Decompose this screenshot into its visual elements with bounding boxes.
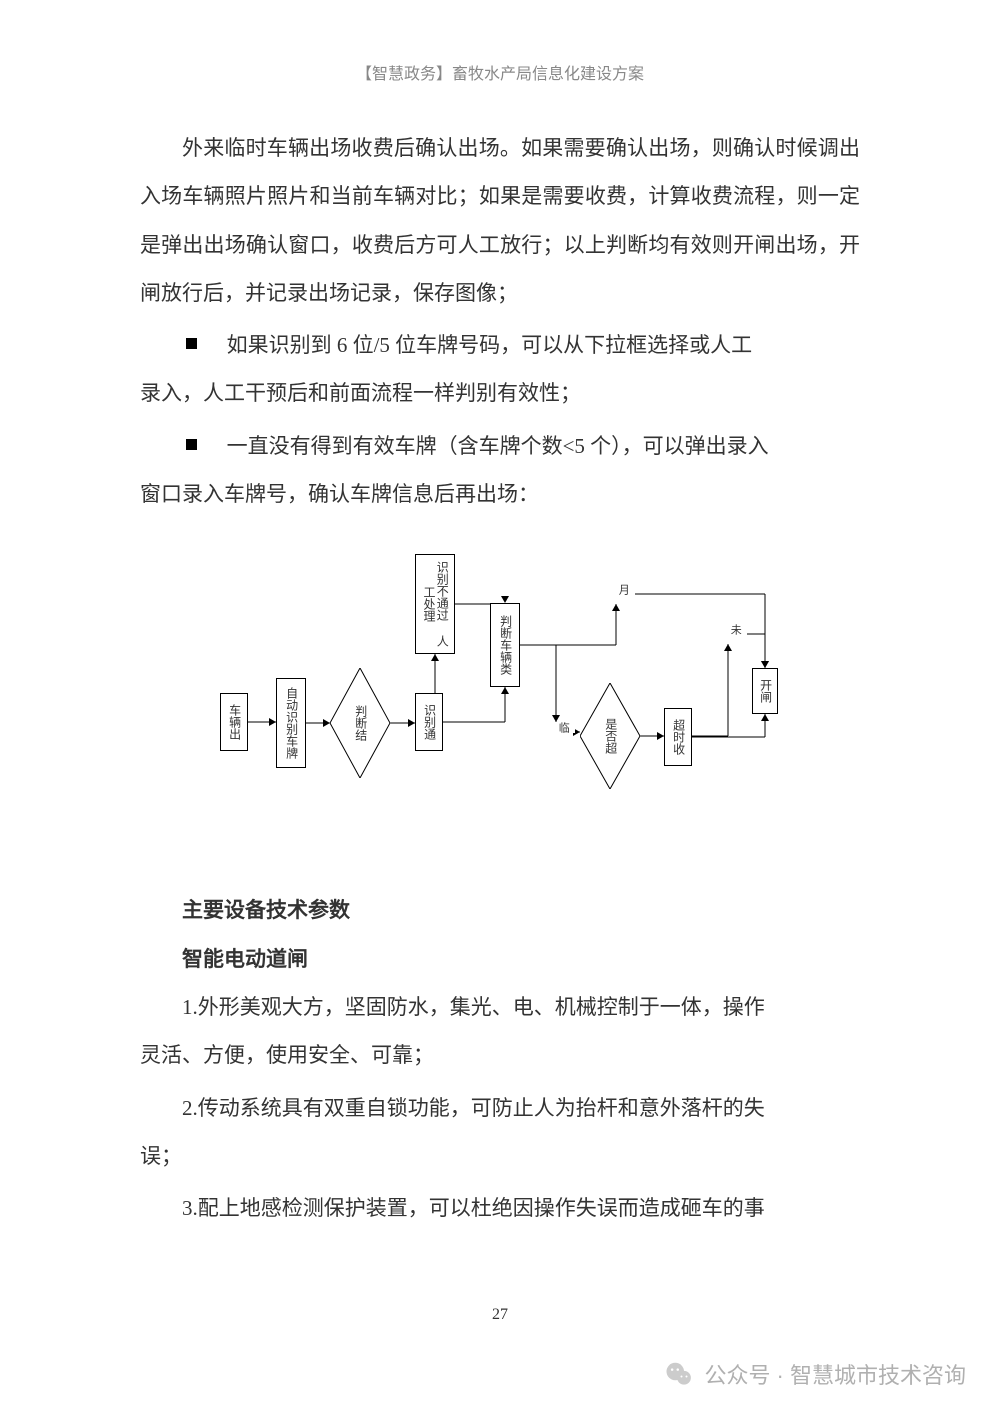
bullet-2-continuation: 窗口录入车牌号，确认车牌信息后再出场： [140, 470, 860, 518]
flowchart-diagram: 车辆出自动识别车牌判断结识别通 识别不通过 人工处理 判断车辆类 月临是否超超时收 未开… [220, 548, 780, 848]
flow-node: 识别不通过 人工处理 [415, 554, 455, 654]
flow-node: 判断车辆类 [490, 603, 520, 687]
page-number: 27 [0, 1306, 1000, 1324]
doc-header: 【智慧政务】畜牧水产局信息化建设方案 [140, 60, 860, 84]
bullet-2-text: 一直没有得到有效车牌（含车牌个数<5 个），可以弹出录入 [227, 422, 860, 470]
flow-edge-label: 月 [610, 584, 635, 595]
body-text: 外来临时车辆出场收费后确认出场。如果需要确认出场，则确认时候调出入场车辆照片照片… [140, 124, 860, 1232]
watermark: 公众号 · 智慧城市技术咨询 [664, 1358, 966, 1390]
square-bullet-icon [186, 338, 197, 349]
flow-decision: 是否超 [580, 683, 640, 789]
watermark-text: 公众号 · 智慧城市技术咨询 [704, 1358, 966, 1390]
wechat-icon [664, 1359, 694, 1389]
bullet-1-continuation: 录入，人工干预后和前面流程一样判别有效性； [140, 369, 860, 417]
bullet-item-2: 一直没有得到有效车牌（含车牌个数<5 个），可以弹出录入 [140, 422, 860, 470]
flow-node: 车辆出 [220, 693, 248, 751]
flow-node: 超时收 [664, 708, 692, 766]
bullet-1-text: 如果识别到 6 位/5 位车牌号码，可以从下拉框选择或人工 [227, 321, 860, 369]
heading-main-params: 主要设备技术参数 [140, 886, 860, 934]
square-bullet-icon [186, 439, 197, 450]
numbered-item-1-cont: 灵活、方便，使用安全、可靠； [140, 1031, 860, 1079]
flow-node: 开闸 [752, 668, 778, 714]
flow-decision: 判断结 [330, 668, 390, 778]
numbered-item-2: 2.传动系统具有双重自锁功能，可防止人为抬杆和意外落杆的失 [140, 1084, 860, 1132]
flow-node: 自动识别车牌 [276, 678, 306, 768]
numbered-item-2-cont: 误； [140, 1132, 860, 1180]
flow-node: 识别通 [415, 693, 443, 751]
paragraph-1: 外来临时车辆出场收费后确认出场。如果需要确认出场，则确认时候调出入场车辆照片照片… [140, 124, 860, 317]
numbered-item-3: 3.配上地感检测保护装置，可以杜绝因操作失误而造成砸车的事 [140, 1184, 860, 1232]
heading-gate: 智能电动道闸 [140, 935, 860, 983]
flow-edge-label: 临 [550, 722, 575, 733]
flow-edge-label: 未 [722, 624, 747, 635]
numbered-item-1: 1.外形美观大方，坚固防水，集光、电、机械控制于一体，操作 [140, 983, 860, 1031]
bullet-item-1: 如果识别到 6 位/5 位车牌号码，可以从下拉框选择或人工 [140, 321, 860, 369]
